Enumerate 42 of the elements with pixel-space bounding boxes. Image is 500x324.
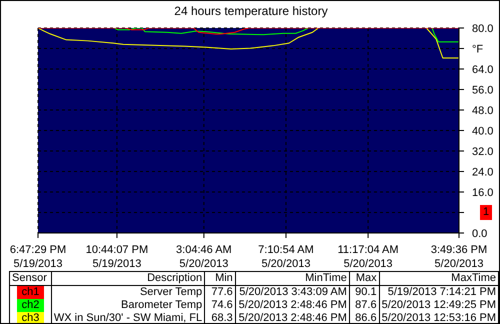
category-label: Min — [204, 272, 236, 286]
x-tick-label: 3:04:46 AM 5/20/2013 — [176, 244, 232, 270]
text: 1 — [480, 205, 492, 220]
category-label: MinTime — [235, 272, 350, 286]
text: 5/20/2013 12:49:25 PM — [382, 299, 496, 311]
x-tick-label: 7:10:54 AM 5/20/2013 — [258, 244, 314, 270]
category-label: Description — [51, 272, 205, 286]
y-tick-label: 32.0 — [472, 146, 494, 158]
x-tick-label: 10:44:07 PM 5/19/2013 — [86, 244, 148, 270]
text: Barometer Temp — [121, 299, 202, 311]
y-tick-label: 24.0 — [472, 166, 494, 178]
x-tick-label: 6:47:29 PM 5/19/2013 — [10, 244, 66, 270]
text: 5/20/2013 2:48:46 PM — [238, 299, 347, 311]
text: 86.6 — [355, 312, 377, 324]
text: Server Temp — [140, 286, 202, 298]
category-label: Max — [349, 272, 380, 286]
category-label: ch3 — [22, 312, 40, 324]
text: 90.1 — [355, 286, 377, 298]
text: 77.6 — [211, 286, 233, 298]
y-tick-label: 0.0 — [472, 228, 488, 240]
text: WX in Sun/30' - SW Miami, FL — [54, 312, 202, 324]
category-label: Sensor — [10, 272, 52, 286]
y-tick-label: 16.0 — [472, 187, 494, 199]
y-tick-label: 56.0 — [472, 84, 494, 96]
y-tick-label: 80.0 — [472, 23, 494, 35]
y-tick-label: 40.0 — [472, 126, 494, 138]
category-label: ch2 — [22, 299, 40, 311]
category-label: ch1 — [22, 286, 40, 298]
text: 5/19/2013 7:14:21 PM — [388, 286, 496, 298]
category-label: MaxTime — [379, 272, 498, 286]
chart-title: 24 hours temperature history — [174, 4, 328, 18]
y-tick-label: 64.0 — [472, 64, 494, 76]
text: 74.6 — [211, 299, 233, 311]
x-tick-label: 11:17:04 AM 5/20/2013 — [338, 244, 399, 270]
text: 5/20/2013 3:43:09 AM — [239, 286, 347, 298]
text: 87.6 — [355, 299, 377, 311]
text: 68.3 — [211, 312, 233, 324]
y-tick-label: 48.0 — [472, 105, 494, 117]
x-tick-label: 3:49:36 PM 5/20/2013 — [430, 244, 488, 270]
text: 5/20/2013 2:48:46 PM — [238, 312, 347, 324]
y-tick-label: °F — [472, 44, 484, 56]
text: 5/20/2013 12:53:16 PM — [382, 312, 496, 324]
